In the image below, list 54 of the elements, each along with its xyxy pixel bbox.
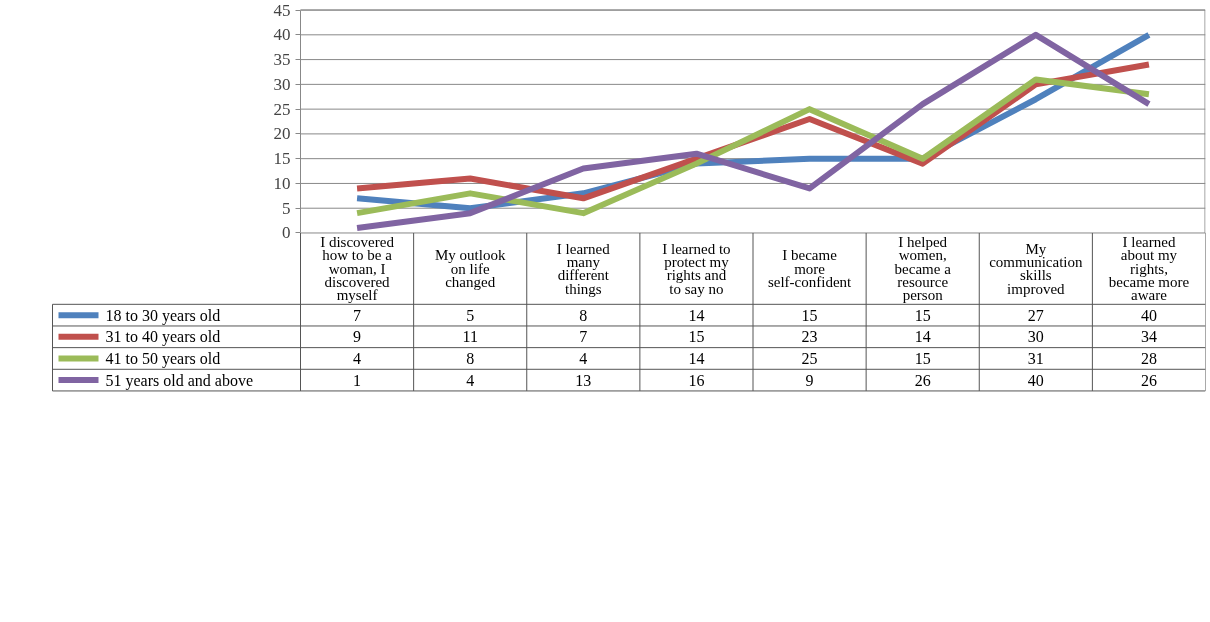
y-tick-label: 0 — [282, 223, 291, 243]
data-label: 26 — [1140, 371, 1157, 389]
data-label: 40 — [1027, 371, 1044, 389]
y-tick-label: 25 — [273, 99, 291, 119]
legend-label: 41 to 50 years old — [105, 349, 221, 368]
data-label: 8 — [466, 349, 475, 367]
data-label: 15 — [914, 306, 931, 324]
data-label: 26 — [914, 371, 931, 389]
x-tick-label: I became more self-confident — [767, 247, 853, 291]
y-tick-label: 5 — [282, 198, 291, 218]
x-tick-label: I learned about my rights, became more aware — [1108, 233, 1190, 304]
data-label: 27 — [1027, 306, 1044, 324]
x-tick-label: I learned to protect my rights and to say no — [662, 240, 731, 297]
data-label: 7 — [579, 328, 588, 346]
data-label: 4 — [353, 349, 362, 367]
x-tick-label: I discovered how to be a woman, I discovered myself — [320, 233, 395, 304]
data-label: 14 — [688, 306, 705, 324]
data-label: 4 — [466, 371, 475, 389]
data-label: 8 — [579, 306, 588, 324]
data-label: 40 — [1140, 306, 1157, 324]
data-label: 4 — [579, 349, 588, 367]
y-tick-label: 10 — [273, 173, 291, 193]
data-label: 9 — [353, 328, 362, 346]
data-label: 1 — [353, 371, 362, 389]
data-label: 13 — [575, 371, 592, 389]
data-label: 15 — [688, 328, 705, 346]
data-label: 30 — [1027, 328, 1044, 346]
y-tick-label: 20 — [273, 124, 291, 144]
data-label: 7 — [353, 306, 362, 324]
x-tick-label: I helped women, became a resource person — [894, 233, 952, 304]
data-label: 14 — [688, 349, 705, 367]
data-label: 25 — [801, 349, 818, 367]
y-tick-label: 35 — [273, 50, 291, 70]
data-label: 23 — [801, 328, 818, 346]
y-tick-label: 45 — [273, 0, 291, 20]
data-label: 9 — [805, 371, 814, 389]
x-tick-label: My communication skills improved — [989, 240, 1083, 297]
data-label: 5 — [466, 306, 475, 324]
data-label: 15 — [914, 349, 931, 367]
x-tick-label: My outlook on life changed — [434, 247, 506, 291]
legend-label: 31 to 40 years old — [105, 328, 221, 347]
data-label: 15 — [801, 306, 818, 324]
legend-label: 18 to 30 years old — [105, 306, 221, 325]
data-label: 16 — [688, 371, 705, 389]
data-label: 34 — [1140, 328, 1157, 346]
data-label: 14 — [914, 328, 931, 346]
data-label: 28 — [1140, 349, 1157, 367]
data-label: 31 — [1027, 349, 1044, 367]
legend-label: 51 years old and above — [105, 371, 254, 390]
data-label: 11 — [462, 328, 478, 346]
y-tick-label: 40 — [273, 25, 291, 45]
y-tick-label: 15 — [273, 149, 291, 169]
y-tick-label: 30 — [273, 74, 291, 94]
x-tick-label: I learned many different things — [556, 240, 611, 297]
